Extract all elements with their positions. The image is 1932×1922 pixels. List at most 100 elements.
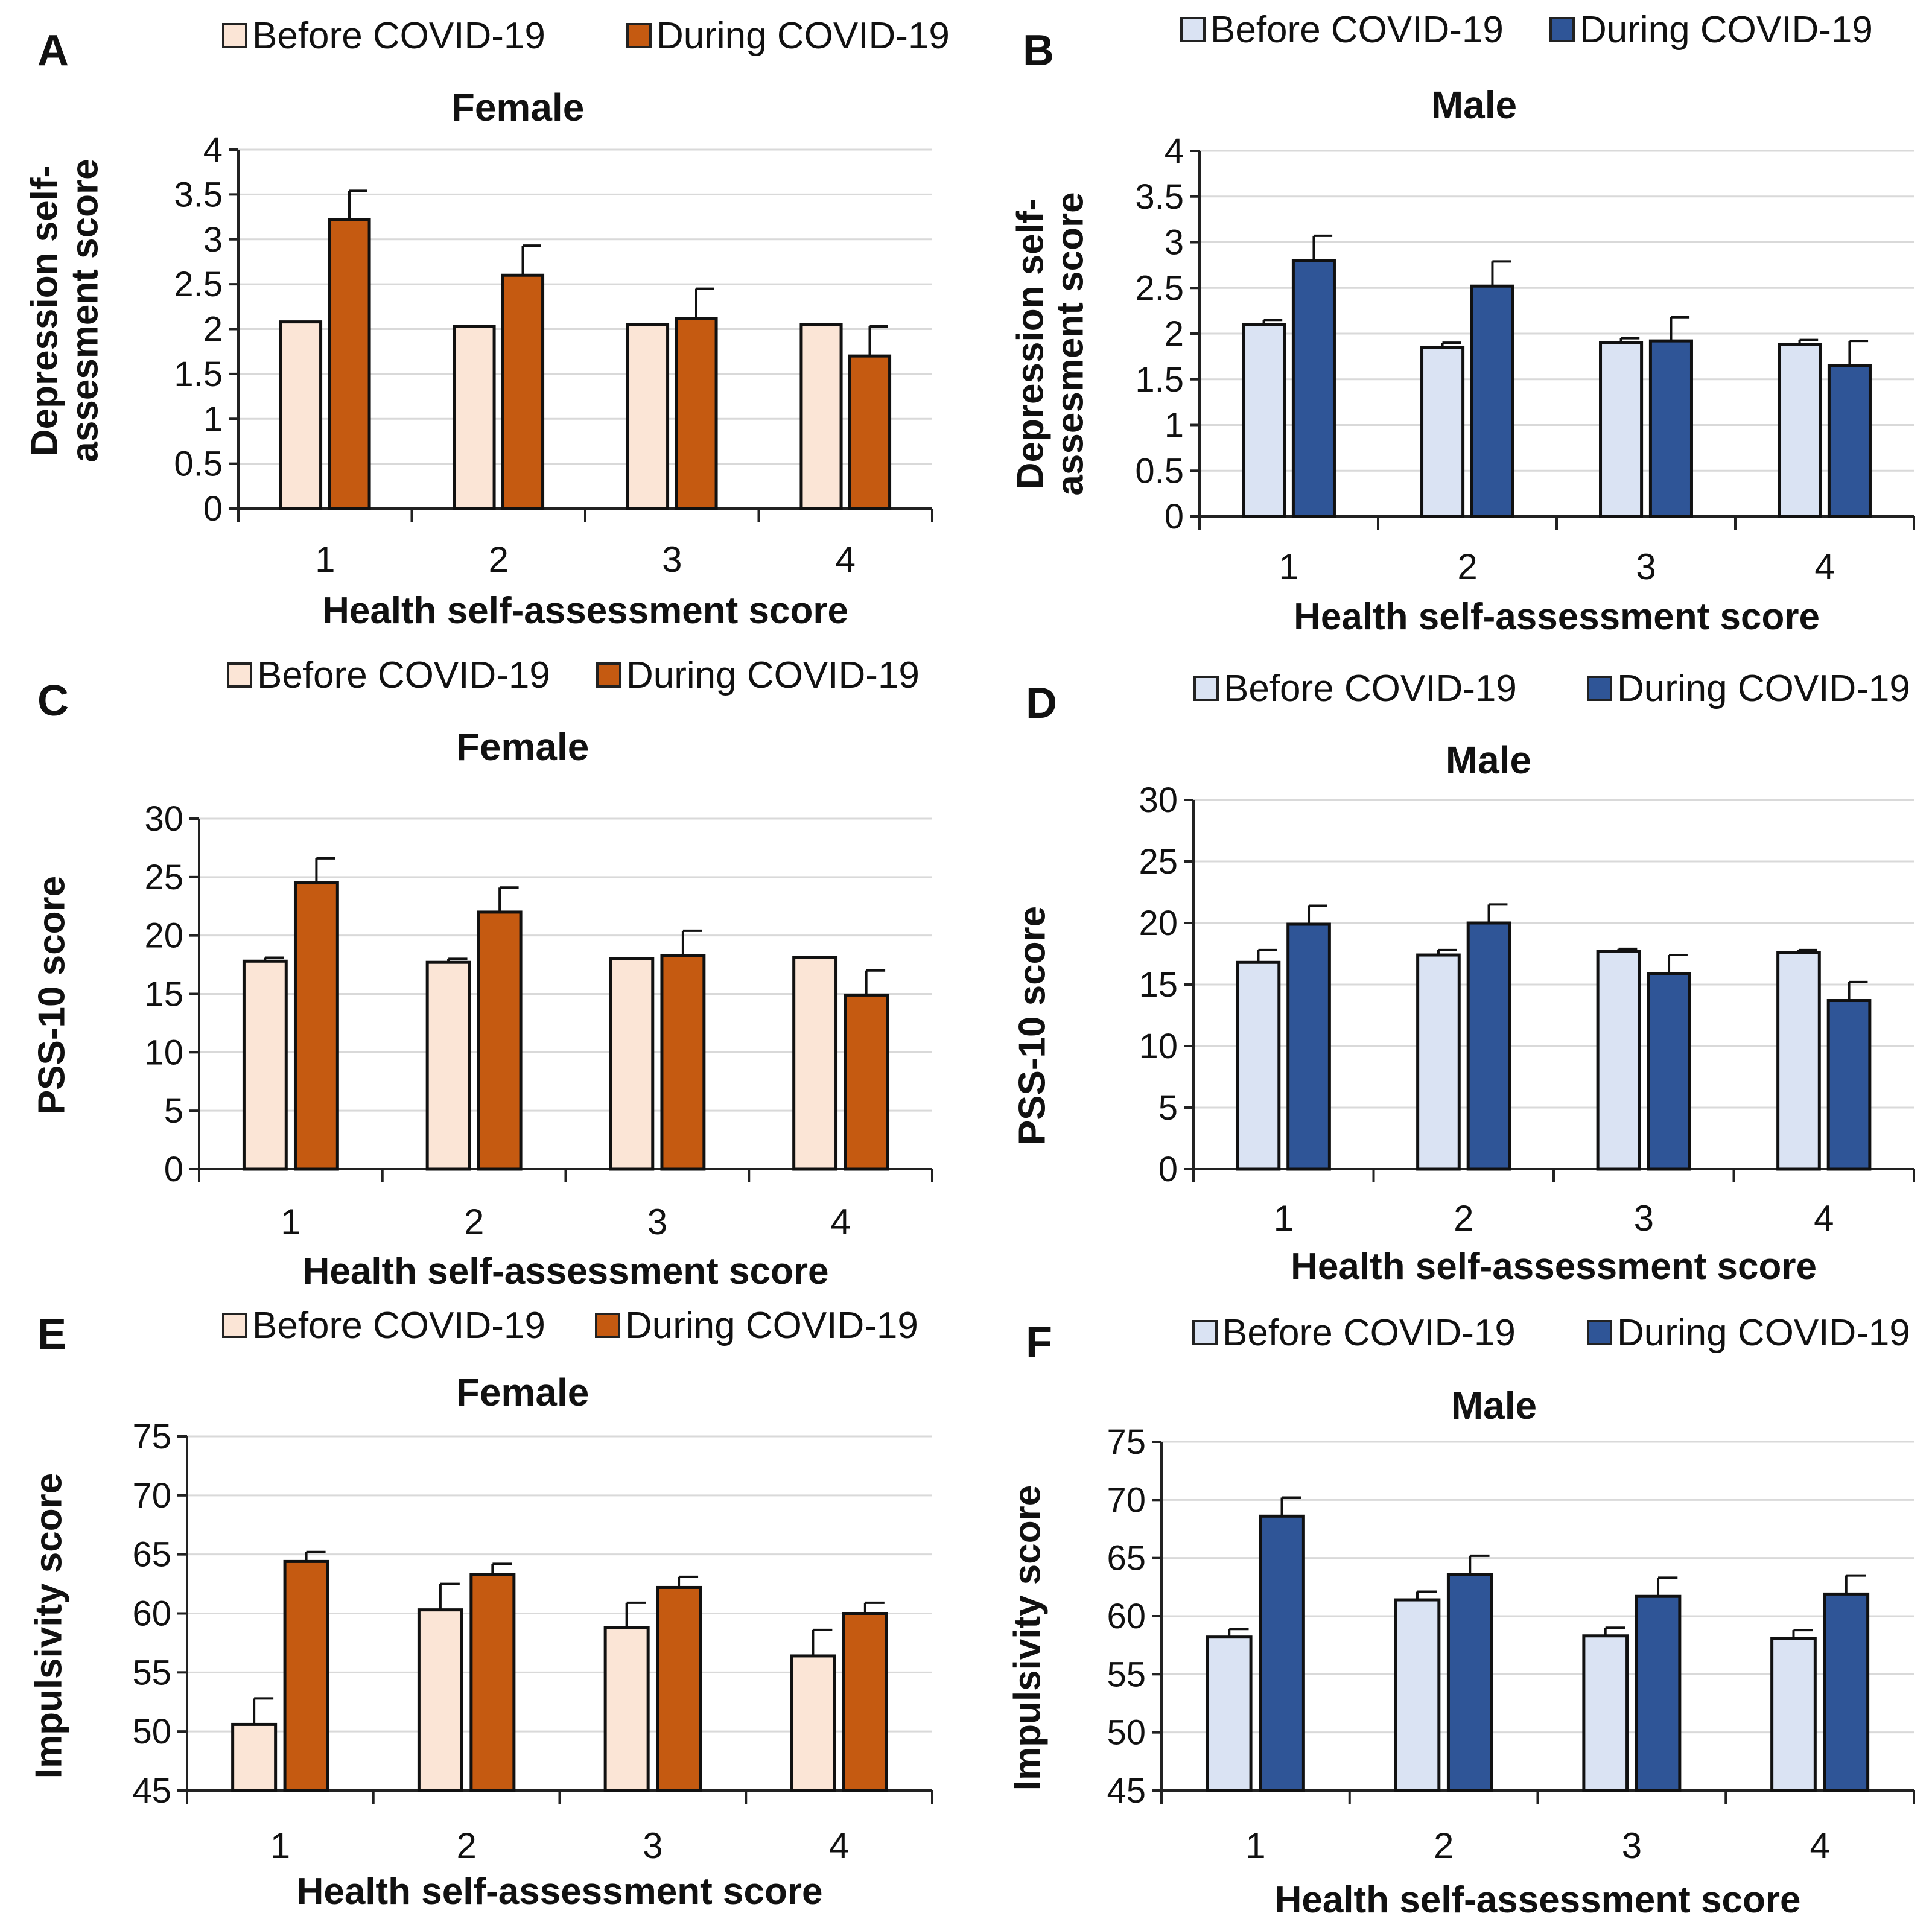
bar-before-3 [603,1626,650,1792]
bar-during-3 [675,317,718,510]
legend: Before COVID-19 During COVID-19 [1192,1312,1910,1354]
y-tick-label: 2.5 [1135,268,1184,308]
legend-label: During COVID-19 [626,655,920,696]
y-tick-label: 65 [132,1535,171,1575]
y-tick-label: 75 [1107,1422,1146,1462]
x-tick-label: 1 [1245,1825,1265,1866]
x-tick-label: 2 [464,1202,484,1242]
legend: Before COVID-19 During COVID-19 [1180,9,1873,51]
panel-letter: C [37,677,69,725]
y-tick-label: 2.5 [174,265,223,304]
legend-swatch [596,662,621,688]
bar-before-3 [609,957,655,1171]
legend-label: During COVID-19 [1617,1312,1910,1354]
legend-swatch [1587,1320,1612,1345]
x-tick-label: 1 [315,539,335,580]
y-tick-label: 30 [1139,781,1178,820]
y-tick-label: 5 [164,1091,183,1131]
bar-during-3 [656,1585,702,1792]
x-axis-label: Health self-assessment score [1294,596,1820,638]
x-tick-label: 2 [1434,1825,1454,1866]
y-axis-label: Depression self- [24,165,65,456]
y-axis-label: Impulsivity score [28,1473,69,1779]
bar-before-4 [1776,951,1821,1171]
y-tick-label: 0.5 [174,445,223,484]
bar-during-1 [1291,259,1336,518]
x-tick-label: 3 [1634,1198,1654,1239]
y-tick-label: 20 [1139,904,1178,943]
bar-during-3 [1647,972,1691,1171]
y-tick-label: 1 [1165,406,1184,445]
y-tick-label: 70 [1107,1480,1146,1520]
legend-label: During COVID-19 [1617,668,1910,709]
chart-panel-e: E Before COVID-19 During COVID-19Female455… [28,1305,933,1912]
chart-title: Female [451,86,585,129]
y-tick-label: 4 [203,130,223,170]
x-axis-label: Health self-assessment score [322,590,848,632]
y-tick-label: 70 [132,1476,171,1515]
y-tick-label: 3 [1165,223,1184,262]
legend-swatch [222,23,247,48]
bar-before-3 [1582,1634,1629,1792]
legend-swatch [227,662,252,688]
bar-during-3 [660,954,706,1171]
bar-during-4 [1823,1592,1870,1792]
bar-before-1 [231,1722,278,1792]
legend-label: Before COVID-19 [1224,668,1517,709]
x-tick-label: 2 [456,1825,476,1866]
bar-during-3 [1648,339,1693,518]
y-tick-label: 10 [144,1033,183,1072]
legend: Before COVID-19 During COVID-19 [227,655,920,696]
chart-title: Male [1431,83,1517,127]
y-tick-label: 45 [1107,1771,1146,1810]
bar-during-1 [283,1559,329,1792]
legend-swatch [595,1313,620,1338]
y-axis-label: Depression self- [1009,198,1051,489]
y-tick-label: 10 [1139,1027,1178,1066]
bar-before-2 [417,1608,463,1792]
y-axis-label: PSS-10 score [1011,906,1053,1145]
legend-swatch [626,23,652,48]
x-tick-label: 1 [281,1202,300,1242]
bar-before-4 [799,323,843,510]
x-tick-label: 3 [1636,547,1656,587]
bar-before-1 [242,959,288,1171]
chart-title: Female [456,725,589,769]
y-tick-label: 45 [132,1771,171,1810]
legend-swatch [1549,17,1575,42]
bar-before-1 [1206,1635,1253,1792]
y-tick-label: 0 [1158,1150,1178,1189]
legend-label: During COVID-19 [1580,9,1873,51]
x-tick-label: 4 [836,539,856,580]
y-tick-label: 50 [132,1712,171,1751]
bar-before-2 [425,960,471,1171]
bar-during-4 [844,993,889,1171]
y-tick-label: 5 [1158,1088,1178,1128]
y-tick-label: 1.5 [1135,360,1184,399]
legend-label: Before COVID-19 [1210,9,1504,51]
y-tick-label: 0 [203,489,223,528]
bar-before-2 [1420,346,1465,518]
panel-letter: E [37,1310,66,1359]
bar-before-1 [279,320,323,510]
y-tick-label: 0 [1165,497,1184,536]
y-tick-label: 0 [164,1150,183,1189]
bar-before-4 [1770,1637,1817,1792]
bar-during-4 [1827,364,1872,518]
legend-swatch [222,1313,247,1338]
x-tick-label: 3 [1622,1825,1642,1866]
bar-during-2 [1446,1573,1493,1792]
y-tick-label: 60 [132,1594,171,1634]
y-axis-label: Impulsivity score [1006,1485,1048,1791]
y-tick-label: 15 [1139,965,1178,1004]
y-tick-label: 1.5 [174,355,223,394]
y-tick-label: 30 [144,799,183,839]
y-tick-label: 55 [132,1653,171,1692]
y-tick-label: 2 [1165,314,1184,354]
bar-before-3 [626,323,670,510]
y-tick-label: 3 [203,220,223,259]
x-tick-label: 4 [830,1202,850,1242]
y-tick-label: 3.5 [174,175,223,214]
y-tick-label: 15 [144,975,183,1014]
y-axis-label: PSS-10 score [31,876,72,1115]
